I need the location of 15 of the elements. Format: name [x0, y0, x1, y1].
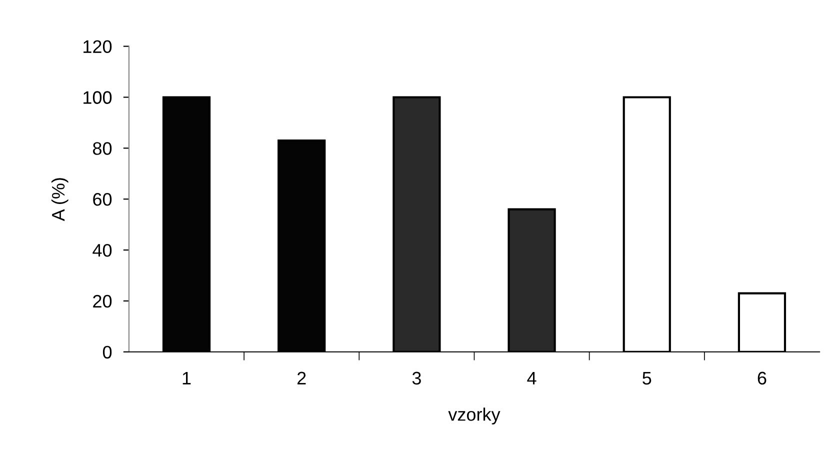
y-tick-label: 100 — [84, 91, 112, 104]
y-tick-label: 120 — [84, 40, 112, 54]
x-tick-label: 3 — [412, 372, 421, 385]
y-tick-label: 60 — [93, 193, 112, 206]
x-tick-label: 1 — [182, 372, 191, 384]
x-tick-label: 4 — [527, 372, 536, 384]
x-tick-label: 2 — [297, 372, 306, 384]
y-tick-label: 40 — [92, 244, 112, 257]
x-tick-label: 5 — [642, 372, 652, 385]
y-tick-label: 80 — [92, 142, 112, 155]
y-tick-label: 0 — [102, 346, 112, 359]
y-axis-title: A (%) — [51, 178, 68, 222]
x-axis-title: vzorky — [448, 408, 500, 424]
x-tick-label: 6 — [758, 372, 766, 385]
y-tick-label: 20 — [93, 294, 112, 308]
